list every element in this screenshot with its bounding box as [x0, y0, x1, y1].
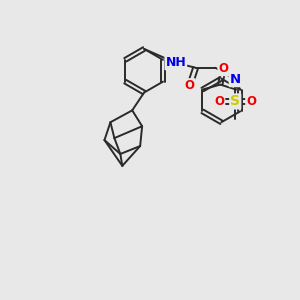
Text: O: O: [218, 62, 228, 75]
Text: O: O: [214, 95, 224, 108]
Text: NH: NH: [165, 56, 186, 69]
Text: N: N: [230, 73, 241, 86]
Text: S: S: [230, 94, 240, 109]
Text: O: O: [185, 79, 195, 92]
Text: O: O: [246, 95, 256, 108]
